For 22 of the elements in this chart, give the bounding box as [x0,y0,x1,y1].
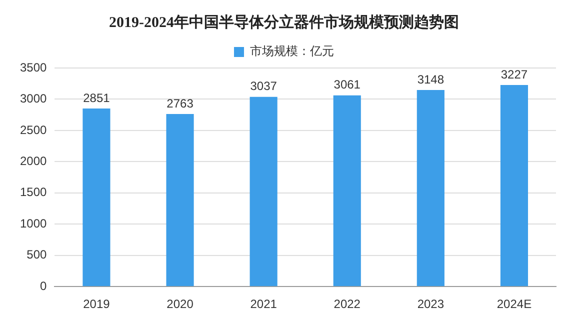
data-label: 3148 [417,72,444,86]
x-tick-label: 2024E [496,297,532,312]
y-tick-label: 3000 [20,92,48,106]
y-tick-label: 3500 [20,60,48,74]
y-tick-label: 1000 [20,216,48,230]
y-tick-label: 500 [26,248,48,262]
data-label: 2763 [166,96,194,110]
y-tick-label: 1500 [20,185,48,200]
y-tick-label: 2000 [20,154,48,168]
y-tick-label: 2500 [20,122,48,137]
x-tick-label: 2019 [83,297,110,312]
chart-title: 2019-2024年中国半导体分立器件市场规模预测趋势图 [109,12,459,31]
x-tick-label: 2020 [166,297,194,312]
data-label: 3037 [250,79,278,94]
y-tick-label: 0 [40,278,48,293]
legend-label: 市场规模：亿元 [250,44,334,58]
x-tick-label: 2021 [250,297,278,312]
x-tick-label: 2022 [334,297,361,312]
data-label: 3061 [334,78,361,92]
data-label: 3227 [500,67,528,82]
x-tick-label: 2023 [417,297,444,312]
data-label: 2851 [83,90,110,105]
